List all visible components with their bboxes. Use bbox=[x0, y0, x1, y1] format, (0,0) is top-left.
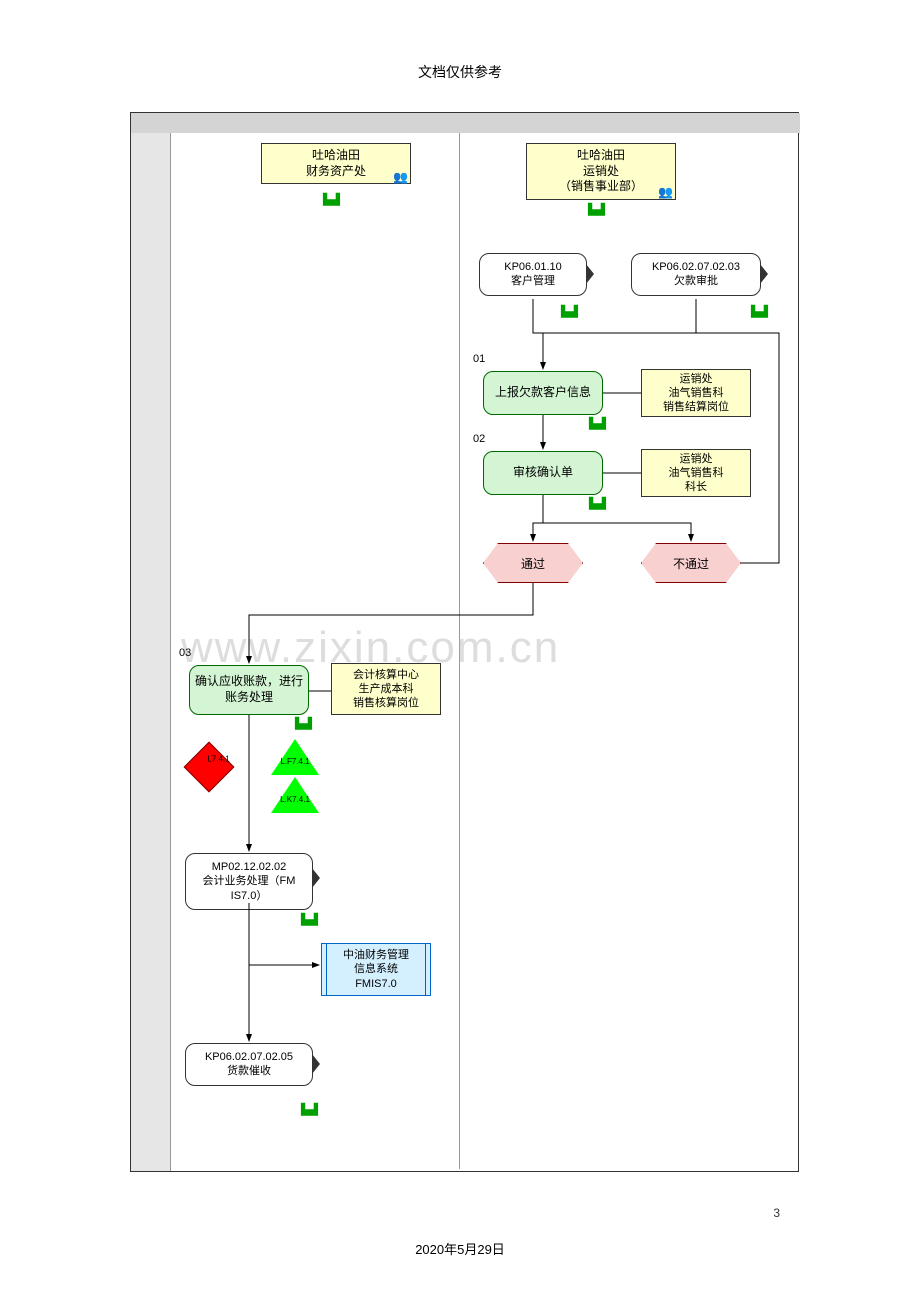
org-icon: ▙▟ bbox=[301, 1103, 318, 1116]
ref-label: 客户管理 bbox=[511, 275, 555, 287]
note-role-accounting: 会计核算中心 生产成本科 销售核算岗位 bbox=[331, 663, 441, 715]
control-diamond: L7.4.1 bbox=[184, 742, 235, 793]
marker-label: L.F7.4.1 bbox=[271, 757, 319, 766]
org-icon: ▙▟ bbox=[589, 417, 606, 430]
activity-label: 确认应收账款，进行账务处理 bbox=[194, 674, 304, 705]
lane-header-line: 财务资产处 bbox=[306, 164, 366, 178]
note-line: 信息系统 bbox=[354, 963, 398, 975]
lane-gutter bbox=[131, 133, 171, 1171]
ref-code: MP02.12.02.02 bbox=[212, 861, 287, 873]
ref-code: KP06.02.07.02.05 bbox=[205, 1051, 293, 1063]
decision-fail: 不通过 bbox=[641, 543, 741, 583]
decision-label: 通过 bbox=[521, 555, 545, 572]
activity-label: 上报欠款客户信息 bbox=[495, 385, 591, 401]
org-icon: ▙▟ bbox=[301, 913, 318, 926]
note-line: 油气销售科 bbox=[669, 467, 724, 479]
activity-confirm-ar: 确认应收账款，进行账务处理 bbox=[189, 665, 309, 715]
note-role-chief: 运销处 油气销售科 科长 bbox=[641, 449, 751, 497]
step-number: 03 bbox=[179, 647, 191, 659]
ref-label: 欠款审批 bbox=[674, 275, 718, 287]
document-page: 文档仅供参考 3 2020年5月29日 www.zixin.com.cn 吐哈油… bbox=[0, 0, 920, 1302]
org-icon: ▙▟ bbox=[323, 193, 340, 206]
decision-pass: 通过 bbox=[483, 543, 583, 583]
lane-divider bbox=[459, 133, 460, 1169]
note-line: 科长 bbox=[685, 481, 707, 493]
top-strip bbox=[131, 113, 800, 133]
control-triangle-1: L.F7.4.1 bbox=[271, 739, 319, 775]
note-line: 运销处 bbox=[680, 453, 713, 465]
lane-header-finance: 吐哈油田 财务资产处 👥 bbox=[261, 143, 411, 184]
activity-report-arrears: 上报欠款客户信息 bbox=[483, 371, 603, 415]
note-line: 生产成本科 bbox=[359, 683, 414, 695]
org-icon: ▙▟ bbox=[589, 497, 606, 510]
org-icon: ▙▟ bbox=[295, 717, 312, 730]
org-icon: ▙▟ bbox=[588, 203, 605, 216]
flowchart-frame: www.zixin.com.cn 吐哈油田 财务资产处 👥 ▙▟ 吐哈油田 运销… bbox=[130, 112, 799, 1172]
org-icon: ▙▟ bbox=[751, 305, 768, 318]
lane-header-line: （销售事业部） bbox=[559, 179, 643, 193]
step-number: 01 bbox=[473, 353, 485, 365]
note-line: 销售结算岗位 bbox=[663, 401, 729, 413]
note-line: 油气销售科 bbox=[669, 387, 724, 399]
note-line: 销售核算岗位 bbox=[353, 697, 419, 709]
step-number: 02 bbox=[473, 433, 485, 445]
lane-header-line: 运销处 bbox=[583, 164, 619, 178]
note-line: 中油财务管理 bbox=[343, 949, 409, 961]
note-line: 会计核算中心 bbox=[353, 669, 419, 681]
note-role-settlement: 运销处 油气销售科 销售结算岗位 bbox=[641, 369, 751, 417]
system-note-fmis: 中油财务管理 信息系统 FMIS7.0 bbox=[326, 943, 426, 996]
ref-code: KP06.01.10 bbox=[504, 261, 562, 273]
activity-review-confirm: 审核确认单 bbox=[483, 451, 603, 495]
people-icon: 👥 bbox=[393, 170, 408, 186]
people-icon: 👥 bbox=[658, 185, 673, 201]
marker-label: L7.4.1 bbox=[201, 754, 237, 763]
ref-label: 货款催收 bbox=[227, 1065, 271, 1077]
ref-accounting-proc: MP02.12.02.02 会计业务处理（FM IS7.0） bbox=[185, 853, 313, 910]
lane-header-sales: 吐哈油田 运销处 （销售事业部） 👥 bbox=[526, 143, 676, 200]
ref-code: KP06.02.07.02.03 bbox=[652, 261, 740, 273]
page-date: 2020年5月29日 bbox=[0, 1239, 920, 1258]
lane-header-line: 吐哈油田 bbox=[312, 148, 360, 162]
ref-customer-mgmt: KP06.01.10 客户管理 bbox=[479, 253, 587, 296]
note-line: FMIS7.0 bbox=[355, 978, 397, 990]
ref-payment-urge: KP06.02.07.02.05 货款催收 bbox=[185, 1043, 313, 1086]
marker-label: L.K7.4.1 bbox=[271, 795, 319, 804]
page-number: 3 bbox=[773, 1206, 780, 1220]
ref-label: 会计业务处理（FM IS7.0） bbox=[203, 875, 296, 901]
org-icon: ▙▟ bbox=[561, 305, 578, 318]
decision-label: 不通过 bbox=[673, 555, 709, 572]
lane-header-line: 吐哈油田 bbox=[577, 148, 625, 162]
ref-arrears-approve: KP06.02.07.02.03 欠款审批 bbox=[631, 253, 761, 296]
control-triangle-2: L.K7.4.1 bbox=[271, 777, 319, 813]
note-line: 运销处 bbox=[680, 373, 713, 385]
page-header: 文档仅供参考 bbox=[0, 62, 920, 82]
activity-label: 审核确认单 bbox=[513, 465, 573, 481]
